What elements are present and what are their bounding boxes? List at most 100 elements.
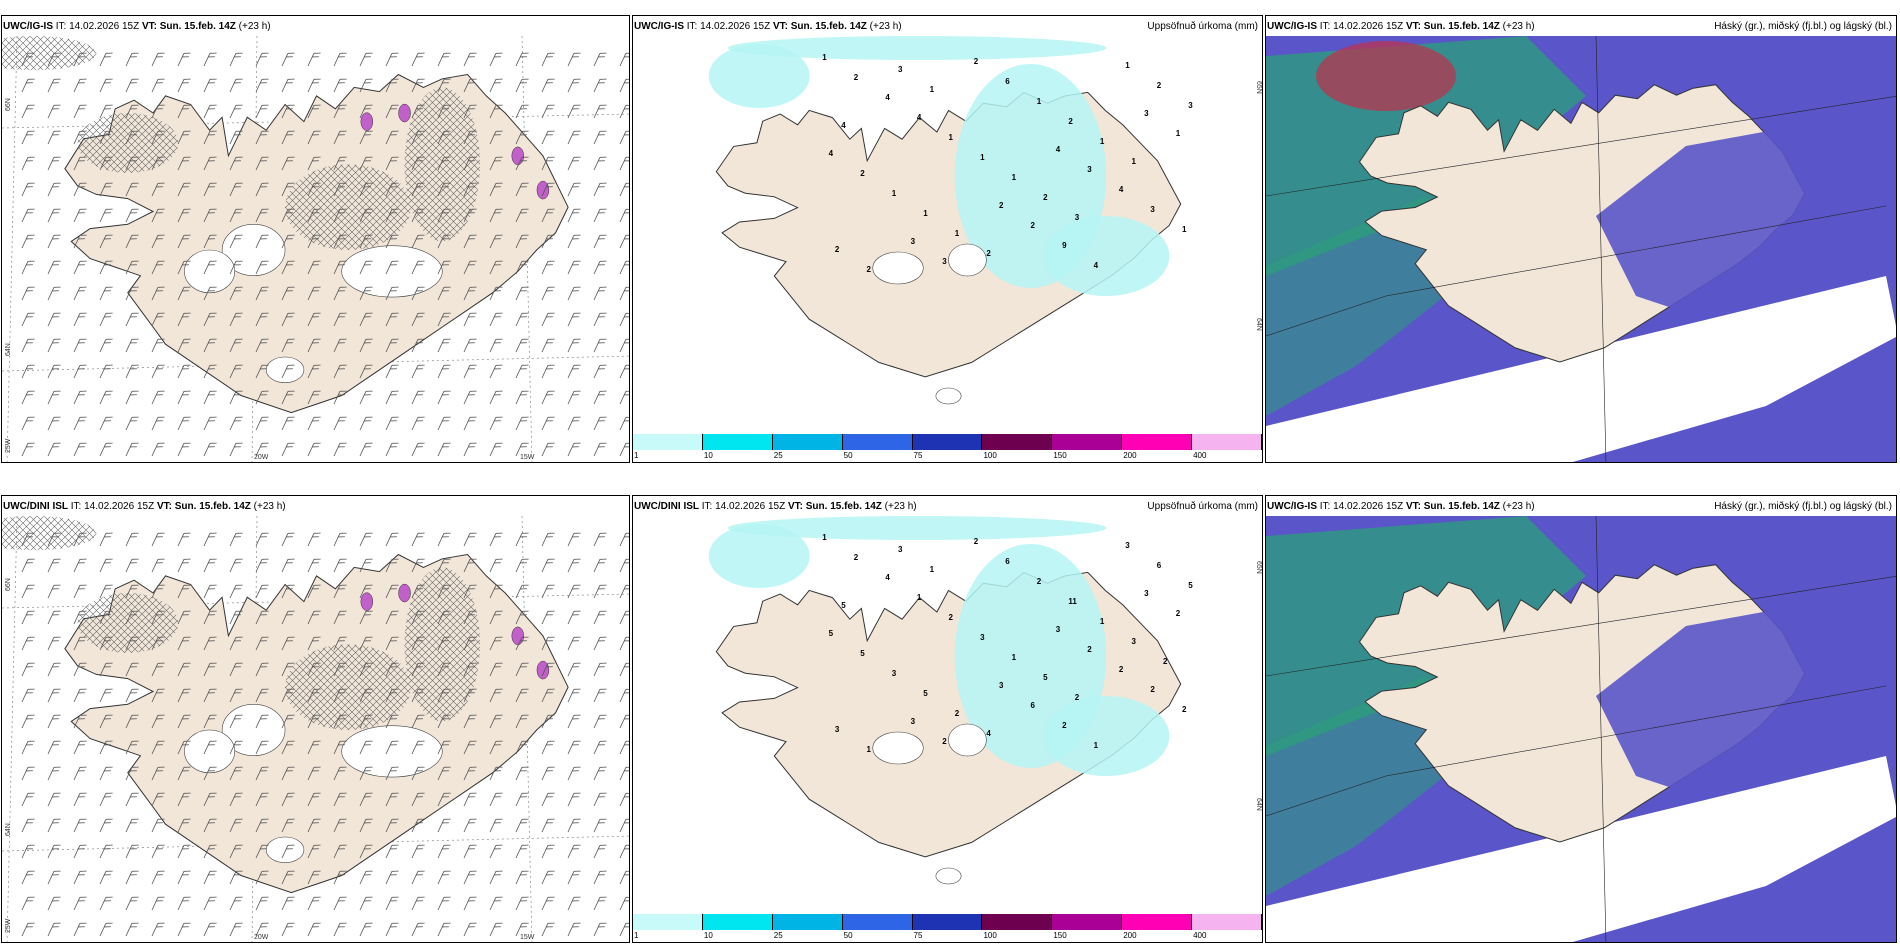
wind-barb xyxy=(333,610,347,625)
wind-barb xyxy=(255,584,269,599)
wind-barb xyxy=(619,182,629,197)
wind-barb xyxy=(593,390,607,405)
wind-barb xyxy=(359,390,373,405)
wind-barb xyxy=(229,338,243,353)
wind-barb xyxy=(281,390,295,405)
grid-line xyxy=(521,36,533,462)
cloud-title: Háský (gr.), miðský (fj.bl.) og lágský (… xyxy=(1714,501,1892,512)
wind-barb xyxy=(151,260,165,275)
wind-barb xyxy=(515,584,529,599)
wind-barb xyxy=(99,584,113,599)
wind-barb xyxy=(593,714,607,729)
wind-barb xyxy=(203,182,217,197)
wind-barb xyxy=(125,870,139,885)
grid-line xyxy=(1595,36,1607,462)
wind-barb xyxy=(73,416,87,431)
precip-value: 3 xyxy=(942,257,947,266)
wind-barb xyxy=(593,312,607,327)
wind-barb xyxy=(229,818,243,833)
wind-barb xyxy=(567,844,581,859)
precip-value: 1 xyxy=(867,745,872,754)
wind-barb xyxy=(229,558,243,573)
lon-label-20w: 20W xyxy=(254,934,269,941)
snow-hatch xyxy=(404,567,481,722)
wind-barb xyxy=(151,610,165,625)
wind-barb xyxy=(437,584,451,599)
wind-barb xyxy=(619,688,629,703)
wind-barb xyxy=(281,286,295,301)
wind-barb xyxy=(177,390,191,405)
wind-barb xyxy=(99,818,113,833)
wind-barb xyxy=(47,766,61,781)
wind-barb xyxy=(307,922,321,937)
wind-barb xyxy=(515,870,529,885)
wind-barb xyxy=(411,104,425,119)
wind-barb xyxy=(463,532,477,547)
wind-barb xyxy=(463,792,477,807)
wind-barb xyxy=(255,182,269,197)
wind-barb xyxy=(489,364,503,379)
wind-barb xyxy=(177,610,191,625)
wind-barb xyxy=(359,740,373,755)
wind-barb xyxy=(203,208,217,223)
wind-barb xyxy=(333,312,347,327)
wind-barb xyxy=(281,870,295,885)
wind-barb xyxy=(281,78,295,93)
precip-value: 2 xyxy=(1087,645,1092,654)
wind-barb xyxy=(177,766,191,781)
wind-barb xyxy=(489,922,503,937)
glacier xyxy=(184,249,236,294)
wind-barb xyxy=(593,896,607,911)
wind-barb xyxy=(229,208,243,223)
snow-cell xyxy=(360,592,374,611)
wind-barb xyxy=(21,610,35,625)
wind-barb xyxy=(359,416,373,431)
colorbar-segment xyxy=(912,914,983,930)
wind-barb xyxy=(203,312,217,327)
wind-barb xyxy=(385,390,399,405)
precip-value: 2 xyxy=(1068,117,1073,126)
wind-barb xyxy=(567,740,581,755)
wind-barb xyxy=(125,844,139,859)
wind-barb xyxy=(229,416,243,431)
snow-hatch xyxy=(404,87,481,242)
wind-barb xyxy=(411,182,425,197)
wind-barb xyxy=(203,584,217,599)
wind-barb xyxy=(177,442,191,457)
colorbar-segment xyxy=(842,914,913,930)
wind-barb xyxy=(359,662,373,677)
wind-barb xyxy=(229,78,243,93)
wind-barb xyxy=(307,52,321,67)
wind-barb xyxy=(73,740,87,755)
wind-barb xyxy=(567,156,581,171)
wind-barb xyxy=(619,208,629,223)
precip-panel-row1: UWC/IG-IS IT: 14.02.2026 15Z VT: Sun. 15… xyxy=(632,15,1263,463)
wind-barb xyxy=(177,104,191,119)
precip-value: 3 xyxy=(1188,101,1193,110)
wind-barb xyxy=(203,52,217,67)
wind-barb xyxy=(515,532,529,547)
wind-barb xyxy=(203,78,217,93)
wind-barb xyxy=(255,558,269,573)
wind-barb xyxy=(463,922,477,937)
wind-barb xyxy=(21,416,35,431)
wind-barb xyxy=(151,662,165,677)
wind-barb xyxy=(21,104,35,119)
wind-barb xyxy=(229,364,243,379)
wind-barb xyxy=(411,688,425,703)
wind-barb xyxy=(203,390,217,405)
wind-barb xyxy=(255,104,269,119)
wind-barb xyxy=(463,260,477,275)
wind-barb xyxy=(307,636,321,651)
wind-barb xyxy=(73,182,87,197)
wind-barb xyxy=(255,156,269,171)
wind-barb xyxy=(463,896,477,911)
wind-barb xyxy=(333,636,347,651)
wind-barb xyxy=(307,844,321,859)
wind-barb xyxy=(567,532,581,547)
wind-barb xyxy=(333,442,347,457)
wind-barb xyxy=(125,740,139,755)
precip-value: 4 xyxy=(1056,145,1061,154)
wind-barb xyxy=(229,584,243,599)
lat-label-66n: 66N xyxy=(5,98,12,111)
